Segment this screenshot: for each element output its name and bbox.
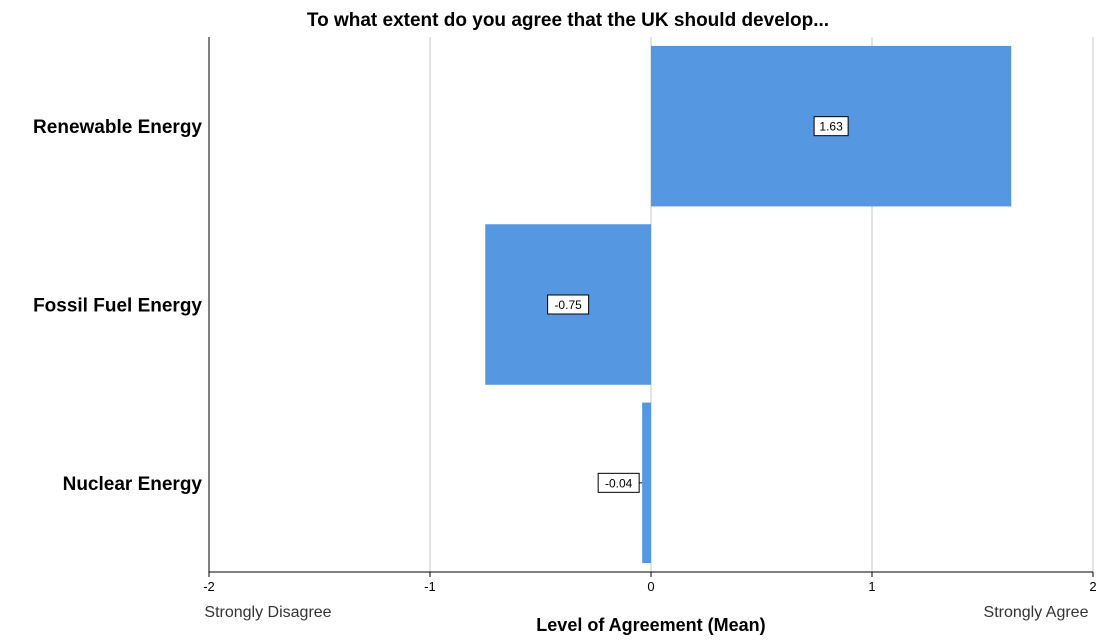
data-label: -0.75 xyxy=(554,298,582,312)
category-labels: Renewable Energy Fossil Fuel Energy Nuclea… xyxy=(33,117,202,495)
chart-title: To what extent do you agree that the UK … xyxy=(307,10,829,31)
x-end-label-max: Strongly Agree xyxy=(984,604,1089,621)
data-label: 1.63 xyxy=(819,120,843,134)
x-tick-labels: -2 -1 0 1 2 xyxy=(203,579,1096,594)
data-label-box xyxy=(813,116,849,137)
x-tick-label: 1 xyxy=(868,579,875,594)
data-label-box xyxy=(547,294,590,315)
category-label: Renewable Energy xyxy=(33,117,202,138)
category-label: Fossil Fuel Energy xyxy=(33,296,202,317)
data-label: -0.04 xyxy=(605,476,633,490)
x-tick-label: 2 xyxy=(1089,579,1096,594)
axes xyxy=(208,37,1094,577)
category-label: Nuclear Energy xyxy=(63,474,203,495)
x-axis-title: Level of Agreement (Mean) xyxy=(536,615,765,635)
x-tick-label: 0 xyxy=(647,579,654,594)
bar xyxy=(642,402,651,564)
x-end-label-min: Strongly Disagree xyxy=(204,604,331,621)
data-labels: 1.63 -0.75 -0.04 xyxy=(547,116,849,493)
x-tick-label: -1 xyxy=(424,579,436,594)
data-label-box xyxy=(597,472,640,493)
x-tick-label: -2 xyxy=(203,579,215,594)
